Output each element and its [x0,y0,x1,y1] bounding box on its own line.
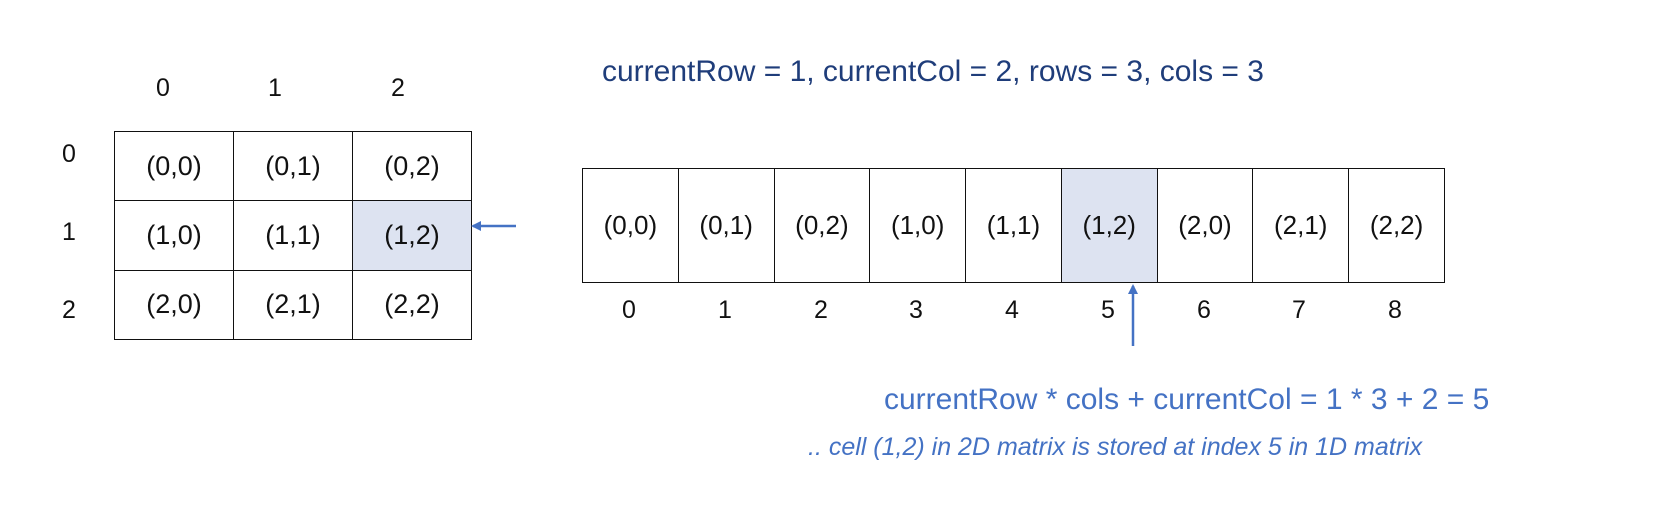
array1d-cell-highlighted: (1,2) [1060,168,1158,283]
array1d-cell: (1,1) [965,168,1062,283]
matrix2d-row: (0,0) (0,1) (0,2) [114,130,472,202]
matrix2d-cell: (0,0) [114,130,234,202]
array1d-cell: (0,1) [677,168,775,283]
matrix2d-cell: (2,1) [233,269,353,341]
array1d-cell: (2,2) [1348,168,1445,283]
array1d-cell: (0,0) [582,168,679,283]
matrix2d-cell: (2,0) [114,269,234,341]
array1d-row: (0,0) (0,1) (0,2) (1,0) (1,1) (1,2) (2,0… [582,168,1445,283]
array1d-cell: (2,1) [1252,168,1350,283]
formula-text: currentRow * cols + currentCol = 1 * 3 +… [884,383,1490,416]
variables-text: currentRow = 1, currentCol = 2, rows = 3… [602,55,1264,88]
matrix2d-row: (2,0) (2,1) (2,2) [114,269,472,341]
array-1d: (0,0) (0,1) (0,2) (1,0) (1,1) (1,2) (2,0… [582,168,1445,283]
array1d-cell: (0,2) [773,168,871,283]
matrix2d-cell: (0,1) [233,130,353,202]
array1d-index-4: 4 [1005,296,1019,324]
array1d-index-0: 0 [622,296,636,324]
note-text: .. cell (1,2) in 2D matrix is stored at … [808,433,1423,461]
matrix2d-cell: (1,0) [114,200,234,271]
array1d-index-7: 7 [1292,296,1306,324]
matrix2d-row-label-1: 1 [62,218,76,246]
matrix2d-cell: (1,1) [233,200,353,271]
array1d-index-3: 3 [909,296,923,324]
matrix2d-cell: (0,2) [352,130,472,202]
array1d-index-8: 8 [1388,296,1402,324]
array1d-index-2: 2 [814,296,828,324]
matrix-2d: (0,0) (0,1) (0,2) (1,0) (1,1) (1,2) (2,0… [114,130,472,341]
matrix2d-row-label-2: 2 [62,296,76,324]
matrix2d-col-label-0: 0 [156,74,170,102]
array1d-index-5: 5 [1101,296,1115,324]
matrix2d-row: (1,0) (1,1) (1,2) [114,200,472,271]
array1d-index-6: 6 [1197,296,1211,324]
matrix2d-cell: (2,2) [352,269,472,341]
matrix2d-row-label-0: 0 [62,140,76,168]
matrix2d-col-label-2: 2 [391,74,405,102]
matrix2d-col-label-1: 1 [268,74,282,102]
array1d-cell: (2,0) [1156,168,1254,283]
array1d-index-1: 1 [718,296,732,324]
